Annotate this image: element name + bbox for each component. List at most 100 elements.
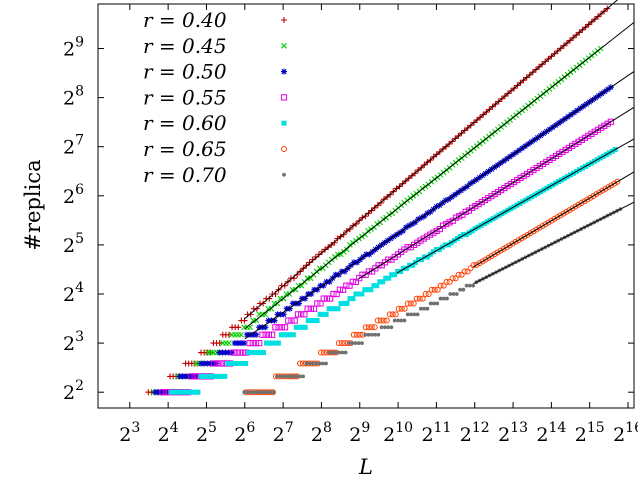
- data-point: [458, 287, 462, 292]
- data-point: [455, 271, 462, 278]
- data-point: [401, 305, 408, 312]
- data-point: [386, 325, 391, 330]
- data-point: [554, 214, 561, 221]
- data-point: [309, 256, 316, 263]
- data-point: [242, 390, 247, 395]
- data-point: [501, 184, 508, 192]
- data-point: [213, 373, 219, 379]
- data-point: [240, 360, 246, 366]
- data-point: [258, 350, 264, 356]
- data-point: [216, 340, 223, 347]
- data-point: [334, 235, 341, 242]
- data-point: [398, 305, 405, 312]
- data-point: [350, 296, 356, 302]
- data-point: [353, 331, 360, 338]
- data-point: [417, 237, 424, 244]
- data-point: [216, 349, 223, 356]
- data-point: [467, 265, 474, 272]
- data-point: [368, 287, 374, 293]
- data-point: [443, 220, 450, 228]
- data-point: [293, 324, 299, 330]
- data-point: [365, 287, 371, 293]
- data-point: [326, 278, 333, 285]
- data-point: [427, 231, 434, 238]
- data-point: [311, 318, 317, 324]
- data-point: [461, 268, 468, 275]
- data-point: [183, 389, 189, 395]
- data-point: [431, 286, 438, 293]
- data-point: [497, 247, 504, 254]
- data-point: [332, 306, 338, 312]
- data-point: [301, 374, 306, 379]
- data-point: [222, 373, 228, 379]
- data-point: [332, 271, 339, 278]
- data-point: [347, 242, 353, 248]
- data-point: [327, 295, 334, 302]
- data-point: [335, 306, 341, 312]
- data-point: [452, 214, 460, 221]
- data-point: [259, 331, 266, 338]
- data-point: [195, 389, 201, 395]
- data-point: [266, 340, 272, 346]
- legend-marker: [281, 146, 287, 152]
- data-point: [482, 256, 489, 263]
- data-point: [225, 349, 232, 356]
- x-tick-label: 214: [536, 420, 566, 446]
- data-point: [312, 253, 319, 260]
- data-point: [412, 312, 417, 317]
- data-point: [253, 331, 260, 338]
- data-point: [333, 350, 338, 355]
- data-point: [578, 200, 585, 207]
- data-point: [295, 300, 302, 307]
- data-point: [219, 373, 225, 379]
- data-point: [587, 194, 594, 201]
- y-axis-label: #replica: [21, 159, 45, 250]
- data-point: [466, 230, 472, 236]
- data-point: [233, 349, 240, 356]
- data-point: [228, 349, 235, 356]
- data-point: [438, 296, 443, 301]
- legend-label: r = 0.45: [143, 34, 227, 58]
- data-point: [262, 331, 269, 338]
- data-point: [462, 208, 469, 215]
- fit-line-0: [244, 0, 619, 320]
- data-point: [289, 300, 296, 307]
- data-point: [249, 350, 255, 356]
- data-point: [235, 324, 242, 331]
- data-point: [320, 282, 327, 289]
- data-point: [527, 230, 534, 237]
- data-point: [488, 192, 495, 200]
- data-point: [399, 318, 404, 323]
- data-point: [271, 317, 278, 324]
- data-point: [327, 350, 332, 355]
- data-point: [278, 332, 284, 338]
- data-point: [236, 349, 243, 356]
- data-point: [565, 144, 572, 151]
- data-point: [379, 325, 384, 330]
- data-point: [262, 324, 269, 331]
- data-point: [331, 239, 338, 246]
- data-point: [404, 300, 411, 307]
- data-point: [433, 246, 439, 252]
- data-point: [179, 373, 186, 380]
- data-point: [302, 295, 309, 302]
- data-point: [305, 318, 311, 324]
- data-point: [265, 317, 272, 324]
- data-point: [428, 286, 435, 293]
- data-point: [530, 228, 537, 235]
- data-point: [356, 291, 362, 297]
- legend-label: r = 0.65: [143, 137, 227, 161]
- data-point: [298, 311, 305, 318]
- data-point: [294, 311, 302, 318]
- x-tick-label: 210: [383, 420, 413, 446]
- legend-label: r = 0.50: [143, 60, 227, 84]
- data-point: [234, 360, 240, 366]
- data-point: [311, 361, 315, 366]
- data-point: [307, 305, 314, 312]
- legend-label: r = 0.40: [143, 8, 227, 32]
- fit-lines-layer: [244, 0, 635, 340]
- data-point: [386, 311, 393, 318]
- data-point: [186, 389, 192, 395]
- legend-marker: [281, 17, 287, 23]
- data-point: [307, 361, 312, 366]
